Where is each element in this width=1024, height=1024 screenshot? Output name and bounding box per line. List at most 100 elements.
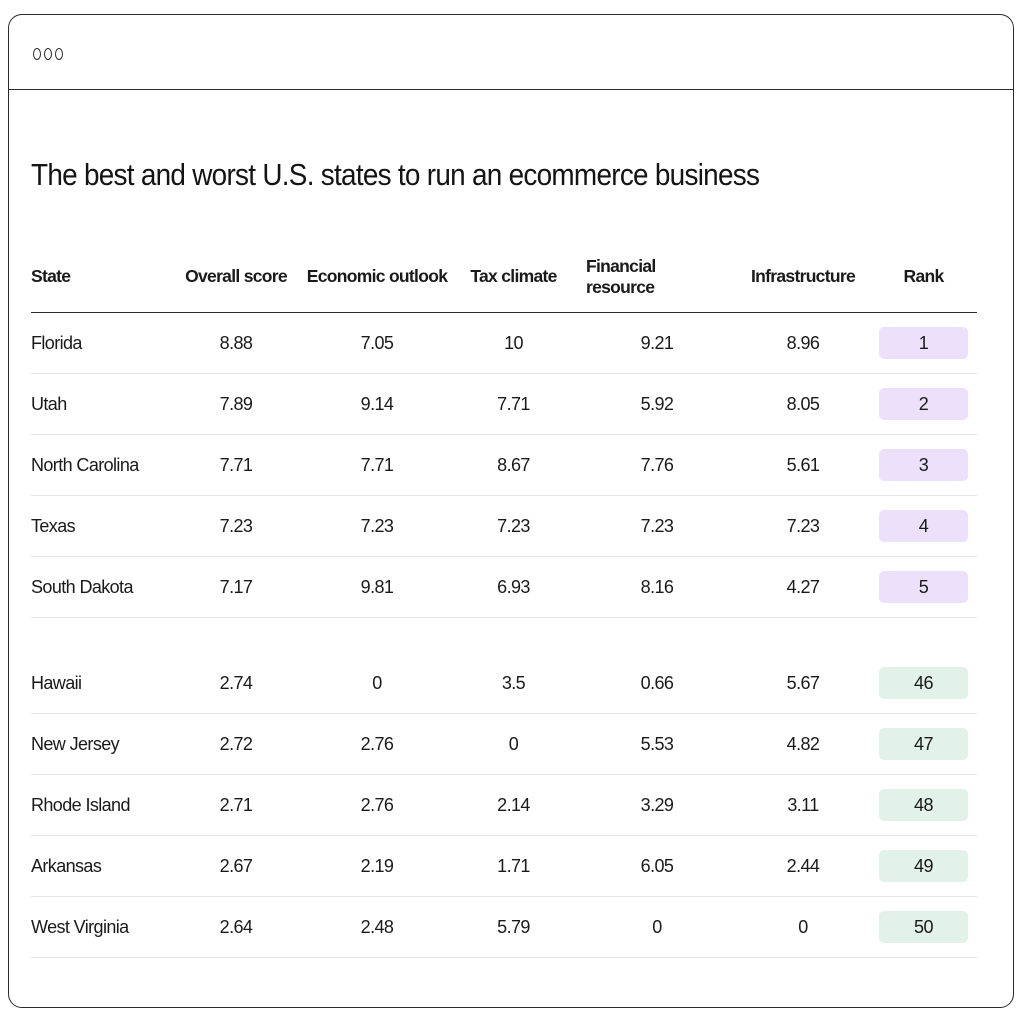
cell-state: Hawaii: [31, 672, 82, 693]
cell-overall: 7.17: [219, 576, 253, 597]
page-title: The best and worst U.S. states to run an…: [31, 157, 760, 192]
cell-rank: 2: [879, 374, 968, 434]
table-row: New Jersey 2.72 2.76 0 5.53 4.82 47: [31, 714, 977, 775]
cell-econ: 0: [372, 672, 382, 693]
rank-badge: 1: [879, 327, 968, 359]
table-header-row: State Overall score Economic outlook Tax…: [31, 241, 977, 313]
group-spacer: [31, 618, 977, 653]
cell-state: South Dakota: [31, 576, 133, 597]
cell-infra: 2.44: [786, 855, 820, 876]
maximize-dot-icon[interactable]: [55, 48, 63, 60]
cell-overall: 2.74: [219, 672, 253, 693]
table-row: Arkansas 2.67 2.19 1.71 6.05 2.44 49: [31, 836, 977, 897]
column-header-overall-score: Overall score: [185, 266, 288, 286]
cell-fin: 3.29: [640, 794, 674, 815]
cell-overall: 2.71: [219, 794, 253, 815]
cell-state: North Carolina: [31, 454, 139, 475]
cell-rank: 50: [879, 897, 968, 957]
cell-tax: 10: [504, 332, 523, 353]
rank-badge: 47: [879, 728, 968, 760]
cell-infra: 8.05: [786, 393, 820, 414]
cell-tax: 8.67: [497, 454, 530, 475]
table-row: Florida 8.88 7.05 10 9.21 8.96 1: [31, 313, 977, 374]
cell-infra: 7.23: [786, 515, 820, 536]
cell-infra: 8.96: [786, 332, 820, 353]
cell-econ: 2.19: [360, 855, 394, 876]
cell-tax: 0: [508, 733, 519, 754]
cell-tax: 7.23: [497, 515, 530, 536]
table-row: Texas 7.23 7.23 7.23 7.23 7.23 4: [31, 496, 977, 557]
cell-econ: 7.23: [360, 515, 394, 536]
cell-econ: 7.71: [360, 454, 394, 475]
cell-tax: 2.14: [497, 794, 530, 815]
cell-overall: 2.64: [219, 916, 253, 937]
cell-tax: 5.79: [497, 916, 530, 937]
cell-rank: 47: [879, 714, 968, 774]
cell-fin: 9.21: [640, 332, 674, 353]
cell-overall: 7.71: [219, 454, 253, 475]
cell-overall: 2.67: [219, 855, 253, 876]
cell-tax: 7.71: [497, 393, 530, 414]
cell-tax: 3.5: [501, 672, 526, 693]
table-row: North Carolina 7.71 7.71 8.67 7.76 5.61 3: [31, 435, 977, 496]
cell-econ: 9.81: [360, 576, 394, 597]
cell-fin: 5.92: [640, 393, 674, 414]
cell-infra: 3.11: [787, 794, 819, 815]
cell-econ: 2.76: [360, 794, 394, 815]
cell-tax: 6.93: [497, 576, 530, 597]
cell-fin: 7.76: [640, 454, 674, 475]
table-row: Rhode Island 2.71 2.76 2.14 3.29 3.11 48: [31, 775, 977, 836]
cell-econ: 9.14: [360, 393, 394, 414]
column-header-rank: Rank: [903, 266, 945, 286]
window-titlebar: [9, 15, 1013, 90]
worst-states-group: Hawaii 2.74 0 3.5 0.66 5.67 46 New Jersey 2.72 2.…: [31, 653, 977, 958]
cell-state: Texas: [31, 515, 76, 536]
cell-fin: 0: [652, 916, 662, 937]
rank-badge: 2: [879, 388, 968, 420]
table-row: West Virginia 2.64 2.48 5.79 0 0 50: [31, 897, 977, 958]
table-row: Hawaii 2.74 0 3.5 0.66 5.67 46: [31, 653, 977, 714]
cell-fin: 5.53: [640, 733, 674, 754]
cell-fin: 7.23: [640, 515, 674, 536]
cell-overall: 8.88: [219, 332, 253, 353]
close-dot-icon[interactable]: [33, 48, 41, 60]
cell-state: West Virginia: [31, 916, 129, 937]
cell-fin: 0.66: [640, 672, 674, 693]
rank-badge: 5: [879, 571, 968, 603]
minimize-dot-icon[interactable]: [44, 48, 52, 60]
cell-fin: 6.05: [640, 855, 674, 876]
cell-state: Florida: [31, 332, 82, 353]
cell-rank: 5: [879, 557, 968, 617]
cell-econ: 7.05: [360, 332, 394, 353]
cell-infra: 5.67: [786, 672, 820, 693]
rank-badge: 3: [879, 449, 968, 481]
table-row: South Dakota 7.17 9.81 6.93 8.16 4.27 5: [31, 557, 977, 618]
cell-overall: 2.72: [219, 733, 253, 754]
cell-rank: 3: [879, 435, 968, 495]
cell-state: Rhode Island: [31, 794, 130, 815]
rank-badge: 46: [879, 667, 968, 699]
cell-infra: 5.61: [786, 454, 820, 475]
column-header-financial-resource: Financial resource: [586, 255, 656, 297]
cell-econ: 2.48: [360, 916, 394, 937]
cell-overall: 7.23: [219, 515, 253, 536]
cell-infra: 4.82: [786, 733, 820, 754]
cell-infra: 4.27: [786, 576, 820, 597]
best-states-group: Florida 8.88 7.05 10 9.21 8.96 1 Utah 7.89 9.14 7.…: [31, 313, 977, 618]
cell-infra: 0: [798, 916, 808, 937]
cell-rank: 4: [879, 496, 968, 556]
rank-badge: 4: [879, 510, 968, 542]
cell-rank: 46: [879, 653, 968, 713]
table-row: Utah 7.89 9.14 7.71 5.92 8.05 2: [31, 374, 977, 435]
cell-overall: 7.89: [219, 393, 253, 414]
cell-fin: 8.16: [640, 576, 674, 597]
cell-econ: 2.76: [360, 733, 394, 754]
cell-tax: 1.71: [497, 855, 530, 876]
column-header-economic-outlook: Economic outlook: [306, 266, 448, 286]
rank-badge: 49: [879, 850, 968, 882]
cell-state: Arkansas: [31, 855, 102, 876]
column-header-infrastructure: Infrastructure: [751, 266, 856, 286]
window-controls: [33, 48, 63, 60]
cell-rank: 49: [879, 836, 968, 896]
ranking-table: State Overall score Economic outlook Tax…: [31, 241, 977, 958]
